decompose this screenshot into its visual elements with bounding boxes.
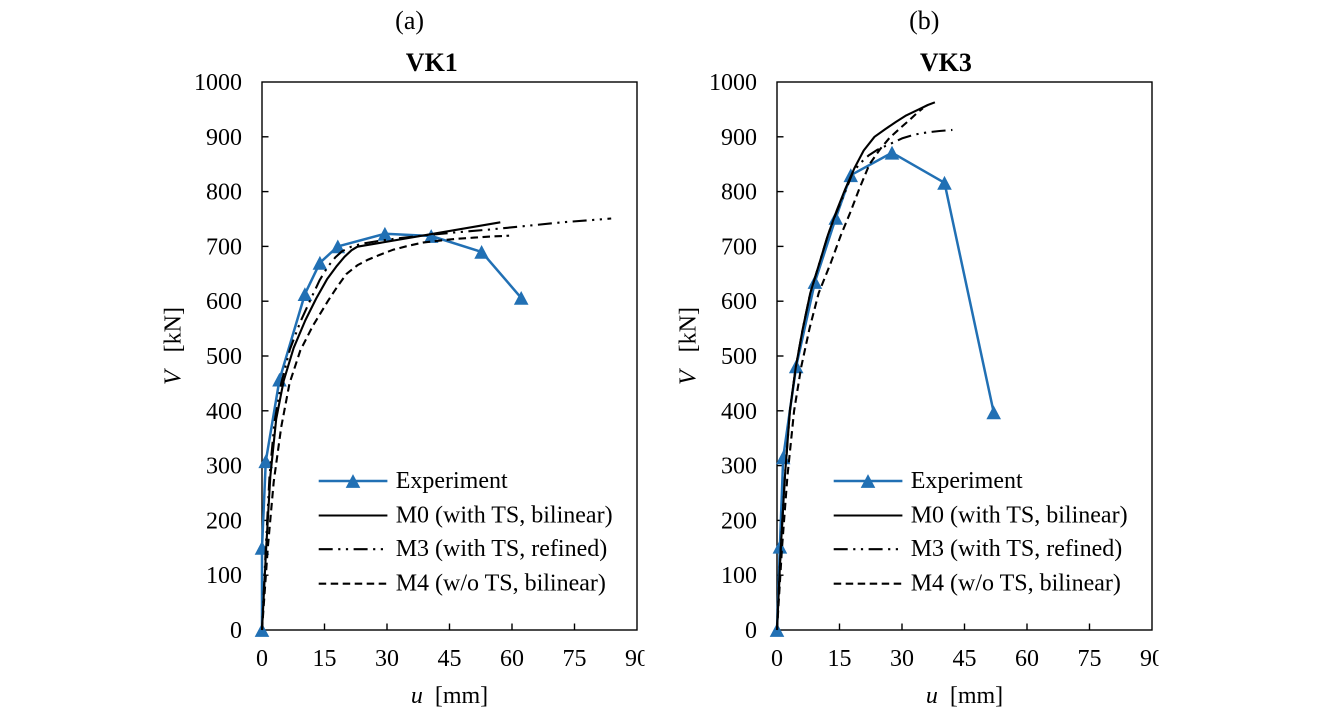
svg-text:VK1: VK1 (406, 48, 458, 77)
svg-text:V [kN]: V [kN] (676, 307, 702, 385)
svg-text:M0 (with TS, bilinear): M0 (with TS, bilinear) (911, 503, 1128, 529)
svg-text:VK3: VK3 (920, 48, 972, 77)
svg-text:700: 700 (206, 234, 242, 260)
svg-text:400: 400 (206, 399, 242, 425)
svg-text:u [mm]: u [mm] (926, 683, 1003, 709)
svg-text:0: 0 (745, 618, 757, 644)
svg-text:u [mm]: u [mm] (411, 683, 488, 709)
svg-text:(a): (a) (395, 6, 424, 35)
svg-text:200: 200 (206, 508, 242, 534)
svg-text:900: 900 (206, 125, 242, 151)
svg-text:15: 15 (313, 646, 337, 672)
svg-text:V [kN]: V [kN] (161, 307, 187, 385)
svg-text:Experiment: Experiment (396, 468, 508, 494)
svg-text:300: 300 (721, 454, 757, 480)
svg-text:0: 0 (230, 618, 242, 644)
svg-text:400: 400 (721, 399, 757, 425)
svg-text:60: 60 (1015, 646, 1039, 672)
svg-text:45: 45 (438, 646, 462, 672)
svg-text:M4 (w/o TS, bilinear): M4 (w/o TS, bilinear) (396, 571, 606, 597)
svg-text:100: 100 (721, 563, 757, 589)
svg-text:100: 100 (206, 563, 242, 589)
svg-text:M3 (with TS, refined): M3 (with TS, refined) (396, 536, 608, 562)
svg-text:0: 0 (771, 646, 783, 672)
svg-text:800: 800 (206, 180, 242, 206)
svg-text:M3 (with TS, refined): M3 (with TS, refined) (911, 536, 1123, 562)
svg-text:700: 700 (721, 234, 757, 260)
svg-text:0: 0 (256, 646, 268, 672)
svg-text:500: 500 (206, 344, 242, 370)
svg-text:Experiment: Experiment (911, 468, 1023, 494)
svg-text:1000: 1000 (194, 70, 242, 96)
svg-text:(b): (b) (909, 6, 939, 35)
svg-text:75: 75 (563, 646, 587, 672)
svg-text:M4 (w/o TS, bilinear): M4 (w/o TS, bilinear) (911, 571, 1121, 597)
svg-text:600: 600 (721, 289, 757, 315)
svg-text:30: 30 (890, 646, 914, 672)
svg-text:60: 60 (500, 646, 524, 672)
svg-text:30: 30 (375, 646, 399, 672)
svg-text:15: 15 (828, 646, 852, 672)
svg-text:200: 200 (721, 508, 757, 534)
svg-text:45: 45 (953, 646, 977, 672)
svg-text:1000: 1000 (709, 70, 757, 96)
svg-text:300: 300 (206, 454, 242, 480)
svg-text:500: 500 (721, 344, 757, 370)
svg-text:75: 75 (1078, 646, 1102, 672)
svg-text:M0 (with TS, bilinear): M0 (with TS, bilinear) (396, 503, 613, 529)
svg-text:800: 800 (721, 180, 757, 206)
svg-text:900: 900 (721, 125, 757, 151)
svg-text:600: 600 (206, 289, 242, 315)
